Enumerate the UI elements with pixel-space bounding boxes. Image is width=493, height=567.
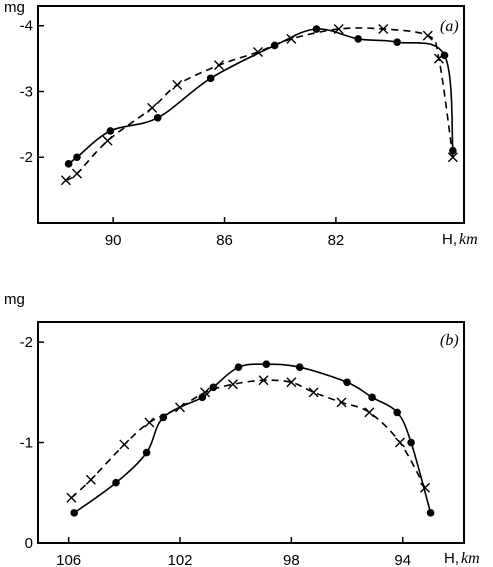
dot-marker-a <box>449 146 457 155</box>
cross-marker-b <box>144 417 155 428</box>
cross-marker-a <box>71 168 82 179</box>
plot-frame-b <box>37 321 465 544</box>
y-ticks-b: 0 -1 -2 <box>20 334 44 552</box>
dot-marker-a <box>354 35 362 43</box>
cross-marker-a <box>213 60 224 71</box>
dot-marker-b <box>343 378 351 387</box>
cross-marker-b <box>66 492 77 503</box>
dot-marker-b <box>70 509 78 517</box>
y-tick-label-a: -3 <box>20 83 33 100</box>
dot-marker-a <box>206 74 215 83</box>
panel-label-a: (a) <box>440 18 459 35</box>
x-tick-label-a: 82 <box>328 232 345 249</box>
dot-marker-b <box>198 393 207 402</box>
dot-marker-a <box>153 113 162 122</box>
cross-marker-a <box>447 152 458 163</box>
plot-frame-a <box>37 5 465 224</box>
cross-marker-b <box>85 474 96 485</box>
x-tick-label-b: 106 <box>56 552 81 567</box>
x-tick-label-b: 94 <box>394 552 411 567</box>
cross-marker-a <box>102 135 113 146</box>
cross-marker-a <box>60 175 71 186</box>
x-tick-label-a: 86 <box>216 232 233 249</box>
cross-marker-b <box>227 379 238 390</box>
x-axis-label-a: H, km <box>442 231 478 248</box>
cross-marker-a <box>286 33 297 44</box>
x-axis-label-b: H, km <box>444 550 480 567</box>
cross-marker-b <box>394 437 405 448</box>
panel-b: mg (b) 106 102 98 94 0 -1 -2 H, km <box>4 291 480 567</box>
series-group-b <box>66 360 435 517</box>
x-axis-label-unit-a: km <box>459 231 478 248</box>
y-tick-label-a: -2 <box>20 149 33 166</box>
cross-marker-b <box>200 387 211 398</box>
dot-marker-b <box>112 478 120 487</box>
x-axis-label-main-b: H, <box>444 550 459 567</box>
dot-marker-a <box>440 51 449 60</box>
x-ticks-a: 90 86 82 <box>105 217 344 249</box>
series-group-a <box>60 24 458 186</box>
y-tick-label-b: -2 <box>20 334 33 351</box>
dot-marker-a <box>64 160 73 168</box>
dot-marker-b <box>142 448 151 457</box>
cross-marker-b <box>336 397 347 408</box>
dot-marker-a <box>393 38 401 46</box>
y-tick-label-b: 0 <box>25 535 33 552</box>
cross-marker-b <box>308 387 319 398</box>
dot-marker-a <box>73 153 81 162</box>
cross-marker-a <box>172 79 183 90</box>
cross-marker-b <box>175 402 185 413</box>
dot-marker-b <box>368 393 376 402</box>
cross-marker-b <box>286 377 297 388</box>
dot-marker-a <box>312 25 321 33</box>
solid-series-line-b <box>73 363 432 514</box>
dot-marker-a <box>106 127 115 135</box>
x-axis-label-unit-b: km <box>461 550 480 567</box>
y-axis-label-a: mg <box>4 0 25 16</box>
panel-label-b: (b) <box>440 332 459 349</box>
panel-a: mg (a) 90 86 82 -2 -3 -4 H, km <box>4 0 478 249</box>
y-axis-label-b: mg <box>4 291 25 308</box>
cross-marker-a <box>252 47 263 58</box>
x-ticks-b: 106 102 98 94 <box>56 537 411 567</box>
cross-marker-a <box>422 30 433 41</box>
x-tick-label-a: 90 <box>105 232 122 249</box>
cross-marker-b <box>119 439 130 450</box>
x-tick-label-b: 102 <box>167 552 192 567</box>
y-tick-label-a: -4 <box>20 18 33 35</box>
x-tick-label-b: 98 <box>283 552 300 567</box>
y-ticks-a: -2 -3 -4 <box>20 18 44 166</box>
dot-marker-b <box>393 408 401 417</box>
dot-marker-b <box>262 360 271 368</box>
cross-marker-b <box>258 375 269 386</box>
cross-marker-a <box>333 24 344 35</box>
dot-marker-b <box>295 363 304 372</box>
cross-marker-a <box>147 102 158 113</box>
dot-marker-b <box>234 363 243 372</box>
cross-marker-a <box>433 53 444 64</box>
cross-marker-a <box>378 24 389 35</box>
x-axis-label-main-a: H, <box>442 231 457 248</box>
cross-marker-b <box>364 407 375 418</box>
y-tick-label-b: -1 <box>20 435 33 452</box>
dot-marker-b <box>426 509 435 517</box>
cross-marker-b <box>420 482 431 493</box>
dot-marker-b <box>407 438 415 447</box>
